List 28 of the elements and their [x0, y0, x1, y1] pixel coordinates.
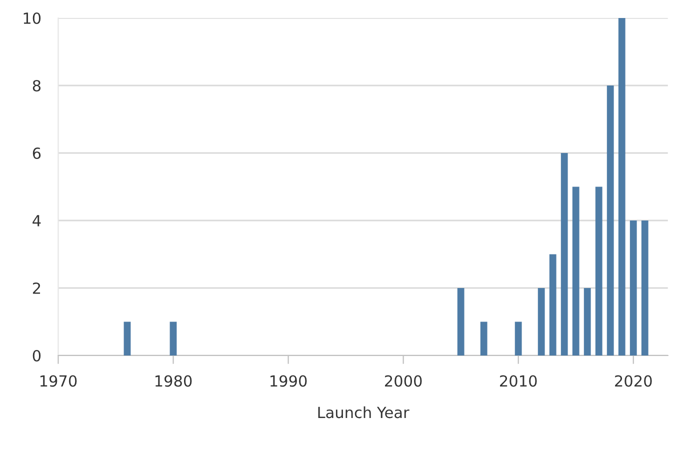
y-tick-label: 0 [32, 350, 41, 362]
x-axis-title: Launch Year [318, 406, 410, 418]
x-tick-label: 2000 [384, 375, 422, 387]
bar [514, 322, 522, 356]
x-tick-label: 2020 [615, 375, 652, 387]
bar [549, 254, 556, 356]
bar [457, 288, 464, 356]
bar [641, 220, 648, 356]
bar [480, 322, 488, 356]
bar [584, 288, 591, 356]
y-tick-label: 2 [32, 282, 40, 294]
y-tick-label: 8 [32, 80, 41, 92]
x-tick-label: 2010 [500, 375, 537, 387]
bar [595, 186, 602, 356]
x-tick-label: 1990 [270, 375, 307, 387]
bar [538, 288, 545, 356]
bar [170, 322, 177, 356]
x-tick-label: 1980 [155, 375, 192, 387]
bar [618, 18, 626, 356]
bar [124, 322, 131, 356]
y-tick-label: 4 [32, 215, 41, 226]
y-tick-label: 6 [32, 147, 41, 160]
bar [630, 220, 637, 356]
bar [572, 186, 580, 356]
bar [606, 86, 614, 356]
x-tick-label: 1970 [40, 375, 77, 387]
y-tick-label: 10 [24, 12, 41, 24]
bar [560, 153, 568, 356]
